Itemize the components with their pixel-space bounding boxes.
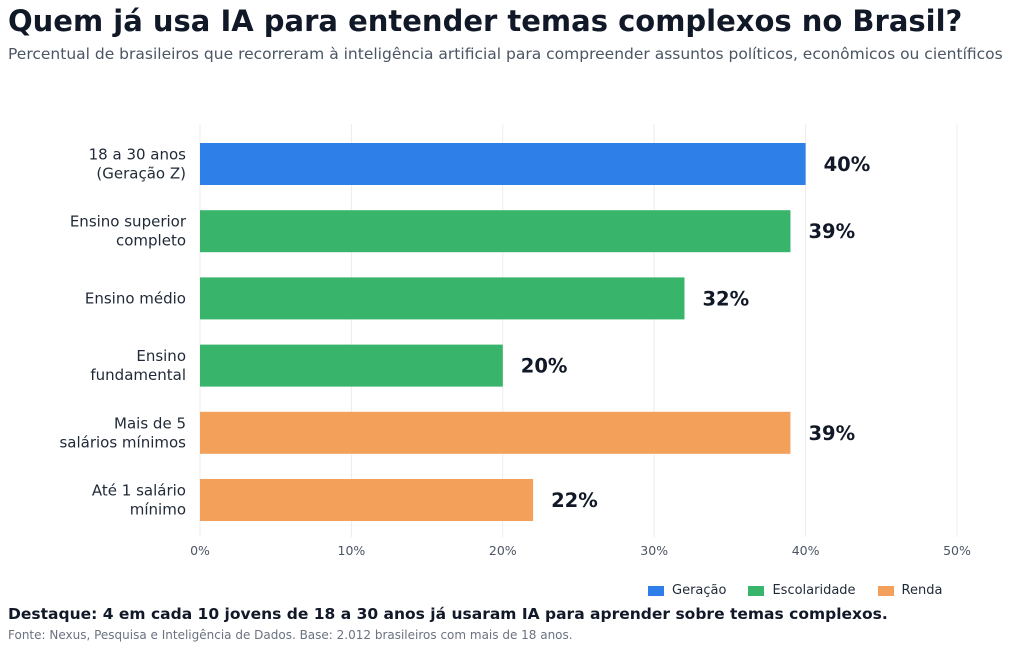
bar-chart: 18 a 30 anos (Geração Z) Ensino superior co… xyxy=(59,124,971,558)
value-label: 22% xyxy=(551,489,598,512)
x-tick-label: 30% xyxy=(640,543,668,558)
legend: Geração Escolaridade Renda xyxy=(648,583,942,598)
highlight-note: Destaque: 4 em cada 10 jovens de 18 a 30… xyxy=(8,605,888,623)
legend-swatch-escolaridade xyxy=(748,585,765,596)
bars xyxy=(200,143,806,521)
value-label: 40% xyxy=(824,153,871,176)
bar xyxy=(200,143,806,185)
legend-label-geracao: Geração xyxy=(672,583,727,598)
chart-subtitle: Percentual de brasileiros que recorreram… xyxy=(8,45,1003,63)
value-label: 32% xyxy=(702,287,749,310)
category-labels: 18 a 30 anos (Geração Z) Ensino superior co… xyxy=(59,146,186,519)
value-labels: 40% 39% 32% 20% 39% 22% xyxy=(521,153,870,512)
category-label: 18 a 30 anos (Geração Z) xyxy=(89,146,187,183)
category-label: Mais de 5 salários mínimos xyxy=(59,414,186,451)
x-tick-label: 10% xyxy=(338,543,366,558)
legend-label-renda: Renda xyxy=(901,583,943,598)
legend-item-renda: Renda xyxy=(877,583,943,598)
legend-item-geracao: Geração xyxy=(648,583,726,598)
value-label: 39% xyxy=(808,422,855,445)
category-label: Ensino fundamental xyxy=(90,347,186,384)
x-tick-label: 20% xyxy=(489,543,517,558)
bar xyxy=(200,277,685,320)
bar xyxy=(200,344,503,387)
category-label: Até 1 salário mínimo xyxy=(92,482,186,519)
x-tick-label: 40% xyxy=(792,543,820,558)
grid-lines xyxy=(199,124,958,537)
bar xyxy=(200,411,791,454)
x-tick-label: 50% xyxy=(943,543,971,558)
x-axis-ticks: 0% 10% 20% 30% 40% 50% xyxy=(190,543,971,558)
legend-swatch-geracao xyxy=(648,585,664,596)
legend-item-escolaridade: Escolaridade xyxy=(748,583,856,598)
source-note: Fonte: Nexus, Pesquisa e Inteligência de… xyxy=(8,628,573,642)
x-tick-label: 0% xyxy=(190,543,210,558)
legend-label-escolaridade: Escolaridade xyxy=(772,583,856,598)
category-label: Ensino superior completo xyxy=(70,213,187,250)
bar xyxy=(200,479,534,521)
chart-title: Quem já usa IA para entender temas compl… xyxy=(8,4,963,38)
value-label: 39% xyxy=(808,220,855,243)
category-label: Ensino médio xyxy=(85,289,186,307)
legend-swatch-renda xyxy=(877,585,894,596)
value-label: 20% xyxy=(521,355,568,378)
bar xyxy=(200,210,791,253)
